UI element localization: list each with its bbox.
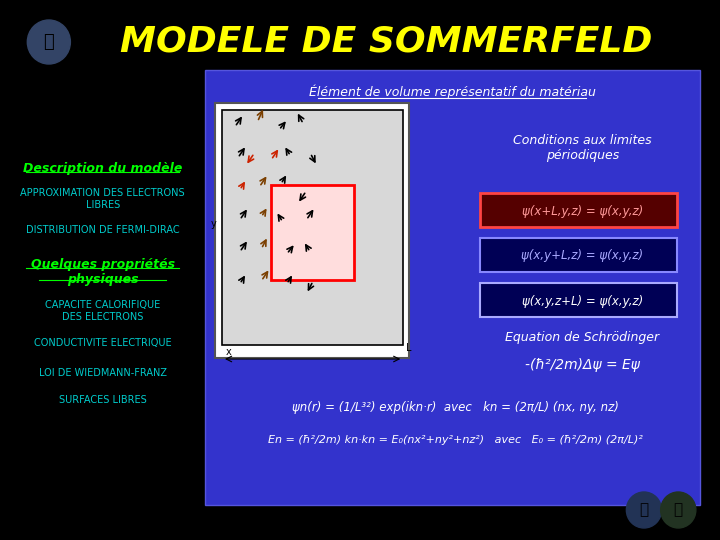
Text: DISTRIBUTION DE FERMI-DIRAC: DISTRIBUTION DE FERMI-DIRAC	[26, 225, 179, 235]
Text: LOI DE WIEDMANN-FRANZ: LOI DE WIEDMANN-FRANZ	[39, 368, 167, 378]
Bar	[205, 70, 700, 505]
Text: MODELE DE SOMMERFELD: MODELE DE SOMMERFELD	[120, 25, 653, 59]
Text: Conditions aux limites
périodiques: Conditions aux limites périodiques	[513, 134, 652, 162]
Circle shape	[661, 492, 696, 528]
Text: x: x	[226, 347, 232, 357]
Text: Élément de volume représentatif du matériau: Élément de volume représentatif du matér…	[309, 85, 595, 99]
Text: APPROXIMATION DES ELECTRONS
LIBRES: APPROXIMATION DES ELECTRONS LIBRES	[20, 188, 185, 210]
Text: 🌍: 🌍	[43, 33, 54, 51]
Text: SURFACES LIBRES: SURFACES LIBRES	[59, 395, 147, 405]
Text: Description du modèle: Description du modèle	[23, 162, 182, 175]
Bar	[271, 185, 354, 280]
Text: ψ(x+L,y,z) = ψ(x,y,z): ψ(x+L,y,z) = ψ(x,y,z)	[522, 205, 643, 218]
Text: 🏛: 🏛	[674, 503, 683, 517]
Text: Quelques propriétés
physiques: Quelques propriétés physiques	[31, 258, 175, 286]
Text: -(ħ²/2m)Δψ = Eψ: -(ħ²/2m)Δψ = Eψ	[525, 358, 640, 372]
Text: CONDUCTIVITE ELECTRIQUE: CONDUCTIVITE ELECTRIQUE	[34, 338, 171, 348]
Text: CAPACITE CALORIFIQUE
DES ELECTRONS: CAPACITE CALORIFIQUE DES ELECTRONS	[45, 300, 161, 322]
FancyBboxPatch shape	[480, 193, 678, 227]
Bar	[222, 110, 403, 345]
Text: 🌍: 🌍	[639, 503, 649, 517]
FancyBboxPatch shape	[480, 283, 678, 317]
Bar	[215, 103, 409, 358]
Text: En = (ħ²/2m) kn·kn = E₀(nx²+ny²+nz²)   avec   E₀ = (ħ²/2m) (2π/L)²: En = (ħ²/2m) kn·kn = E₀(nx²+ny²+nz²) ave…	[268, 435, 642, 445]
Text: Equation de Schrödinger: Equation de Schrödinger	[505, 332, 660, 345]
Text: y: y	[210, 219, 216, 229]
FancyBboxPatch shape	[480, 238, 678, 272]
Circle shape	[626, 492, 662, 528]
Text: ψ(x,y,z+L) = ψ(x,y,z): ψ(x,y,z+L) = ψ(x,y,z)	[522, 294, 643, 307]
Text: ψn(r) = (1/L³²) exp(ikn·r)  avec   kn = (2π/L) (nx, ny, nz): ψn(r) = (1/L³²) exp(ikn·r) avec kn = (2π…	[292, 402, 618, 415]
Text: ψ(x,y+L,z) = ψ(x,y,z): ψ(x,y+L,z) = ψ(x,y,z)	[521, 249, 644, 262]
Circle shape	[27, 20, 71, 64]
Text: L: L	[406, 343, 412, 353]
